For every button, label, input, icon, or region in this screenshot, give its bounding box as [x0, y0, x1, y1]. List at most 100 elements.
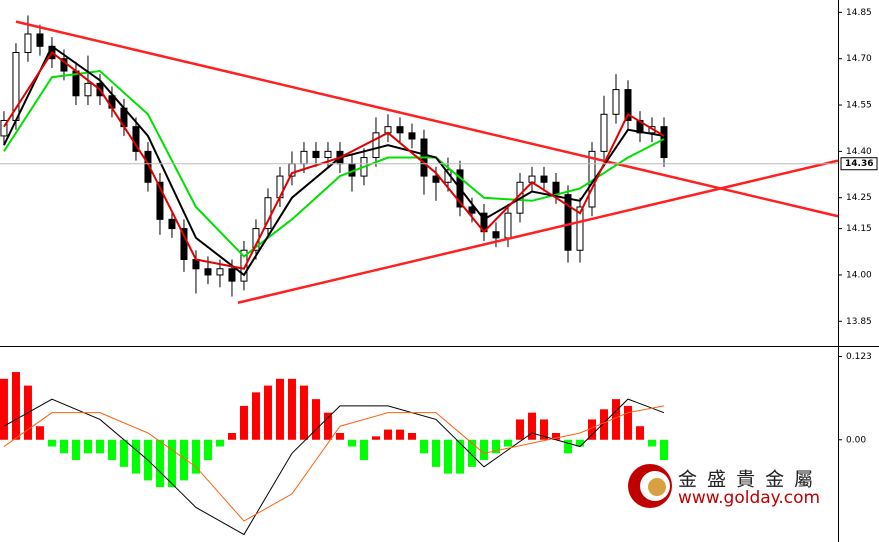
candle-body	[156, 181, 164, 220]
candle-body	[144, 150, 152, 183]
candle-body	[84, 82, 92, 97]
histogram-bar	[107, 439, 116, 461]
candle-body	[396, 126, 404, 134]
y-tick-label: 0.00	[846, 435, 866, 445]
histogram-bar	[95, 439, 104, 454]
y-tick-label: 14.55	[846, 101, 872, 111]
y-tick-label: 14.40	[846, 147, 872, 157]
trendline	[237, 159, 839, 304]
candle-body	[372, 132, 380, 159]
candle-body	[0, 119, 8, 137]
histogram-bar	[479, 439, 488, 461]
histogram-bar	[0, 378, 8, 440]
candle-body	[216, 268, 224, 276]
signal-line	[3, 398, 665, 536]
candle-body	[36, 33, 44, 47]
histogram-bar	[503, 439, 512, 447]
histogram-bar	[263, 385, 272, 440]
histogram-bar	[575, 439, 584, 447]
histogram-bar	[419, 439, 428, 454]
candle-body	[552, 181, 560, 196]
last-price-label: 14.36	[845, 159, 873, 169]
histogram-bar	[431, 439, 440, 467]
candle-body	[540, 175, 548, 183]
histogram-bar	[467, 439, 476, 467]
histogram-bar	[455, 439, 464, 474]
y-tick-label: 0.123	[846, 352, 872, 362]
logo-name: 金 盛 貴 金 屬	[678, 469, 815, 491]
histogram-bar	[563, 439, 572, 454]
histogram-bar	[635, 426, 644, 440]
histogram-bar	[299, 385, 308, 440]
candle-body	[300, 150, 308, 165]
histogram-bar	[551, 432, 560, 440]
histogram-bar	[215, 439, 224, 447]
histogram-bar	[47, 439, 56, 447]
last-price-box	[840, 157, 878, 171]
candle-body	[324, 150, 332, 159]
candle-body	[432, 175, 440, 183]
logo-core	[648, 478, 666, 496]
candle-body	[468, 206, 476, 214]
logo-url: www.golday.com	[678, 488, 820, 508]
histogram-bar	[59, 439, 68, 454]
candle-body	[228, 268, 236, 282]
y-tick-label: 14.85	[846, 8, 872, 18]
candle-body	[240, 249, 248, 282]
histogram-bar	[167, 439, 176, 488]
histogram-bar	[443, 439, 452, 474]
candle-body	[24, 33, 32, 54]
histogram-bar	[371, 436, 380, 440]
histogram-bar	[131, 439, 140, 474]
candle-body	[564, 194, 572, 251]
histogram-bar	[323, 412, 332, 440]
histogram-bar	[191, 439, 200, 474]
histogram-bar	[611, 399, 620, 440]
histogram-bar	[251, 392, 260, 440]
candle-body	[312, 150, 320, 159]
y-tick-label: 14.70	[846, 54, 872, 64]
candle-body	[168, 218, 176, 230]
histogram-bar	[155, 439, 164, 488]
candle-body	[180, 228, 188, 261]
candle-body	[600, 113, 608, 152]
histogram-bar	[527, 412, 536, 440]
signal-line	[3, 405, 665, 522]
histogram-bar	[335, 432, 344, 440]
candle-body	[624, 89, 632, 121]
histogram-bar	[287, 378, 296, 440]
moving-average	[3, 70, 665, 258]
candle-body	[492, 231, 500, 239]
trendline	[15, 20, 839, 218]
histogram-bar	[11, 372, 20, 440]
histogram-bar	[647, 439, 656, 447]
y-tick-label: 14.00	[846, 270, 872, 280]
histogram-bar	[203, 439, 212, 461]
histogram-bar	[227, 432, 236, 440]
histogram-bar	[275, 378, 284, 440]
histogram-bar	[239, 405, 248, 440]
histogram-bar	[599, 409, 608, 440]
histogram-bar	[587, 419, 596, 440]
y-tick-label: 14.25	[846, 193, 872, 203]
histogram-bar	[659, 439, 668, 461]
candle-body	[576, 206, 584, 251]
moving-average	[3, 51, 665, 270]
histogram-bar	[383, 429, 392, 440]
y-tick-label: 14.15	[846, 224, 872, 234]
histogram-bar	[491, 439, 500, 454]
histogram-bar	[359, 439, 368, 461]
histogram-bar	[35, 426, 44, 440]
histogram-bar	[347, 439, 356, 447]
y-tick-label: 13.85	[846, 317, 872, 327]
candle-body	[660, 126, 668, 159]
histogram-bar	[395, 429, 404, 440]
histogram-bar	[623, 405, 632, 440]
logo: 金 盛 貴 金 屬 www.golday.com	[628, 464, 820, 508]
candle-body	[504, 212, 512, 239]
histogram-bar	[539, 419, 548, 440]
candle-body	[204, 268, 212, 276]
candle-body	[612, 89, 620, 115]
